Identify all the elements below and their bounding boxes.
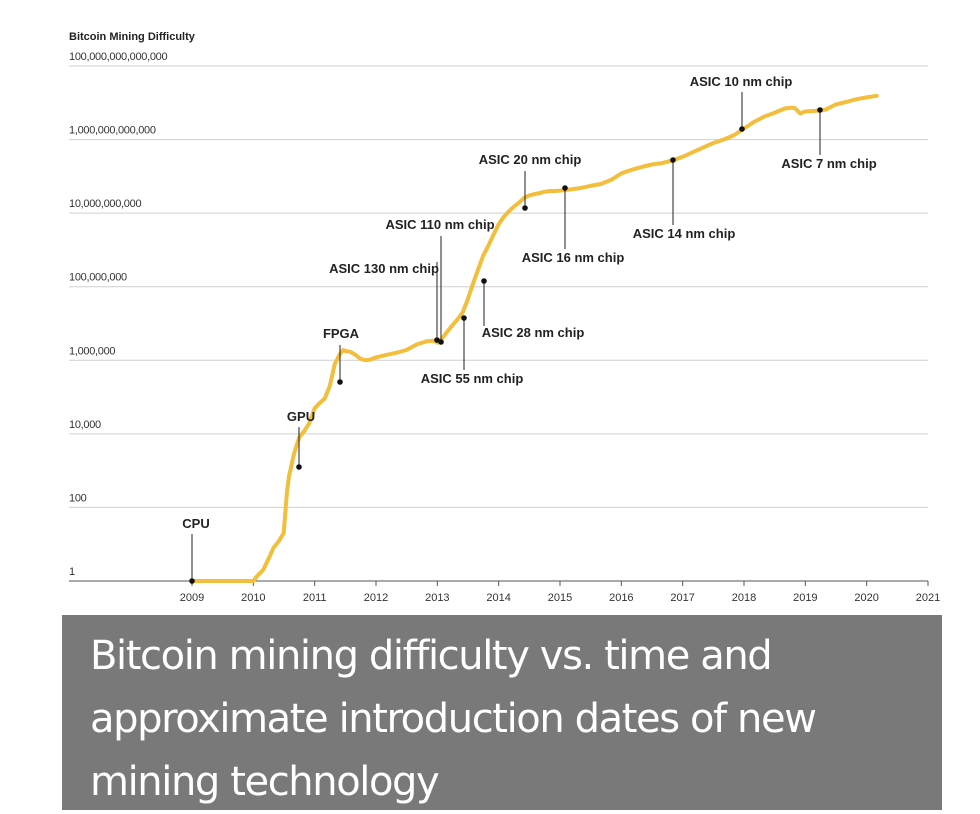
y-tick-label: 1,000,000,000,000 <box>69 125 156 137</box>
y-tick-label: 100,000,000 <box>69 272 127 284</box>
annotation-point-gpu <box>296 464 302 470</box>
x-tick-label: 2016 <box>609 592 633 604</box>
annotation-point-fpga <box>337 379 343 385</box>
annotation-label-fpga: FPGA <box>323 326 360 341</box>
annotation-point-asic-14-nm-chip <box>670 157 676 163</box>
difficulty-series-line <box>190 93 879 583</box>
y-tick-label: 10,000,000,000 <box>69 198 141 210</box>
annotation-point-asic-28-nm-chip <box>481 278 487 284</box>
annotation-label-gpu: GPU <box>287 409 315 424</box>
chart-area: Bitcoin Mining Difficulty 1 100 10,000 1,00… <box>69 31 940 604</box>
x-tick-label: 2012 <box>364 592 388 604</box>
x-tick-label: 2013 <box>425 592 449 604</box>
annotation-point-asic-7-nm-chip <box>817 107 823 113</box>
caption-box: Bitcoin mining difficulty vs. time and a… <box>62 615 942 810</box>
annotation-label-asic-7-nm-chip: ASIC 7 nm chip <box>781 156 876 171</box>
annotation-label-asic-130-nm-chip: ASIC 130 nm chip <box>329 261 439 276</box>
annotation-label-asic-14-nm-chip: ASIC 14 nm chip <box>633 226 736 241</box>
chart-title: Bitcoin Mining Difficulty <box>69 31 196 43</box>
annotation-point-asic-55-nm-chip <box>461 315 467 321</box>
y-tick-label: 100 <box>69 492 87 504</box>
x-tick-label: 2009 <box>180 592 204 604</box>
annotation-label-asic-20-nm-chip: ASIC 20 nm chip <box>479 152 582 167</box>
y-tick-label: 1,000,000 <box>69 345 115 357</box>
annotation-label-asic-16-nm-chip: ASIC 16 nm chip <box>522 250 625 265</box>
x-tick-label: 2014 <box>486 592 510 604</box>
annotation-point-asic-110-nm-chip <box>438 339 444 345</box>
annotation-label-asic-110-nm-chip: ASIC 110 nm chip <box>385 217 494 232</box>
annotation-label-cpu: CPU <box>182 516 209 531</box>
x-tick-label: 2021 <box>916 592 940 604</box>
difficulty-chart: Bitcoin Mining Difficulty 1 100 10,000 1,00… <box>69 31 940 604</box>
x-tick-label: 2011 <box>303 592 327 604</box>
annotation-point-cpu <box>189 578 195 584</box>
x-tick-label: 2018 <box>732 592 756 604</box>
annotation-label-asic-10-nm-chip: ASIC 10 nm chip <box>690 74 793 89</box>
x-tick-label: 2017 <box>670 592 694 604</box>
y-tick-label: 10,000 <box>69 419 101 431</box>
caption-text: Bitcoin mining difficulty vs. time and a… <box>90 633 817 805</box>
annotation-label-asic-55-nm-chip: ASIC 55 nm chip <box>421 371 524 386</box>
x-tick-label: 2020 <box>854 592 878 604</box>
annotation-point-asic-20-nm-chip <box>522 205 528 211</box>
x-tick-label: 2010 <box>241 592 265 604</box>
annotation-point-asic-16-nm-chip <box>562 185 568 191</box>
x-tick-label: 2015 <box>548 592 572 604</box>
y-tick-label: 100,000,000,000,000 <box>69 51 167 63</box>
x-tick-label: 2019 <box>793 592 817 604</box>
annotation-label-asic-28-nm-chip: ASIC 28 nm chip <box>482 325 585 340</box>
annotation-point-asic-10-nm-chip <box>739 126 745 132</box>
y-tick-label: 1 <box>69 566 75 578</box>
